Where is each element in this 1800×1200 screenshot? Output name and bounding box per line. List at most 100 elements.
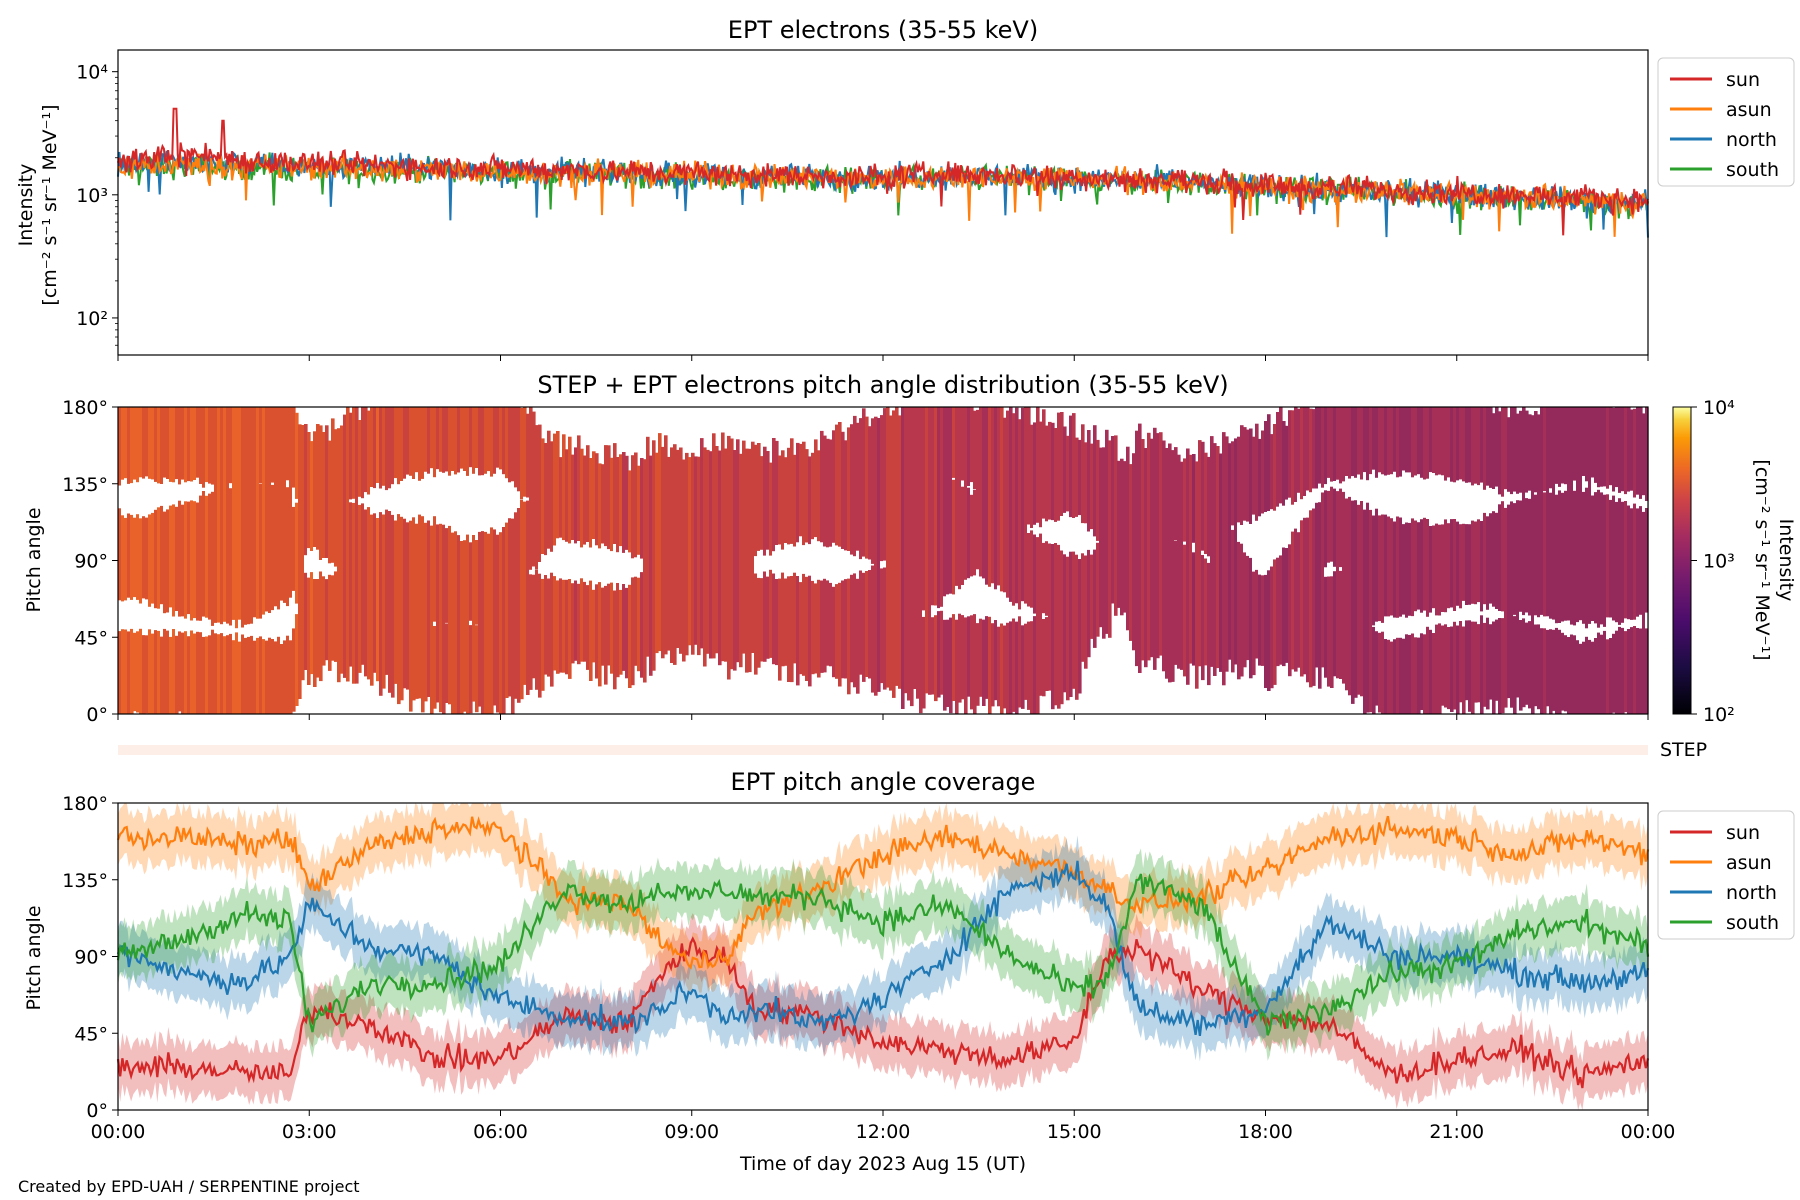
pad-column	[853, 415, 857, 688]
pad-gap	[1378, 472, 1382, 516]
pad-gap	[757, 550, 761, 578]
pad-column	[1330, 407, 1334, 688]
pad-column	[1594, 407, 1598, 714]
pad-gap	[1060, 516, 1064, 551]
pad-gap	[1441, 475, 1445, 525]
pad-column	[1228, 443, 1232, 660]
x-tick-label: 09:00	[664, 1121, 719, 1143]
pad-column	[988, 407, 992, 714]
pad-gap	[1207, 556, 1211, 563]
pad-gap	[1465, 482, 1469, 525]
pad-gap	[1519, 492, 1523, 501]
pad-gap	[1333, 481, 1337, 489]
pad-column	[901, 407, 905, 709]
y-tick-label: 10²	[76, 308, 108, 330]
pad-gap	[949, 593, 953, 618]
pad-gap	[124, 600, 128, 630]
pad-gap	[349, 499, 353, 503]
pad-gap	[157, 608, 161, 631]
pad-column	[1519, 410, 1523, 711]
pad-column	[1618, 407, 1622, 714]
pad-gap	[937, 608, 941, 612]
pad-gap	[1264, 512, 1268, 575]
pad-gap	[799, 536, 803, 583]
pad-gap	[499, 469, 503, 533]
pad-column	[643, 459, 647, 683]
pad-column	[379, 407, 383, 696]
pad-gap	[1183, 541, 1187, 545]
pad-gap	[1495, 486, 1499, 513]
pad-gap	[1321, 487, 1325, 493]
pad-gap	[1285, 499, 1289, 548]
pad-column	[1417, 407, 1421, 714]
pad-column	[895, 407, 899, 686]
pad-column	[187, 407, 191, 714]
pad-column	[1231, 441, 1235, 673]
pad-gap	[265, 611, 269, 641]
pad-column	[295, 412, 299, 706]
pad-gap	[466, 475, 470, 535]
pad-column	[1567, 407, 1571, 714]
pad-column	[1123, 461, 1127, 613]
pad-gap	[1465, 605, 1469, 621]
pad-column	[184, 407, 188, 714]
pad-gap	[1642, 495, 1646, 512]
pad-gap	[1366, 480, 1370, 503]
pad-gap	[1594, 623, 1598, 638]
pad-gap	[958, 589, 962, 614]
pad-column	[1291, 410, 1295, 670]
pad-gap	[472, 473, 476, 535]
pad-gap	[787, 544, 791, 577]
pad-gap	[940, 606, 944, 611]
pad-column	[955, 407, 959, 714]
pad-gap	[145, 599, 149, 636]
pad-column	[961, 407, 965, 700]
y-tick-label: 0°	[86, 1100, 108, 1122]
y-tick-label: 90°	[74, 947, 108, 969]
pad-gap	[1327, 477, 1331, 491]
pad-column	[1492, 413, 1496, 714]
pad-column	[1027, 407, 1031, 710]
pad-gap	[1609, 617, 1613, 638]
pad-gap	[1471, 485, 1475, 521]
pad-column	[712, 433, 716, 659]
pad-column	[964, 407, 968, 714]
pad-gap	[1033, 613, 1037, 617]
pad-gap	[1357, 474, 1361, 505]
pad-gap	[1282, 505, 1286, 548]
pad-gap	[1375, 621, 1379, 632]
pad-gap	[184, 482, 188, 502]
pad-column	[1342, 407, 1346, 684]
pad-gap	[388, 488, 392, 511]
pad-column	[1318, 407, 1322, 689]
pad-gap	[1435, 615, 1439, 625]
pad-gap	[250, 623, 254, 636]
pad-column	[664, 435, 668, 655]
pad-column	[502, 407, 506, 714]
pad-gap	[1450, 481, 1454, 520]
pad-gap	[970, 576, 974, 616]
pad-gap	[358, 496, 362, 505]
pad-column	[880, 415, 884, 684]
pad-column	[1564, 407, 1568, 712]
pad-gap	[1483, 489, 1487, 513]
pad-column	[367, 410, 371, 680]
pad-gap	[178, 616, 182, 632]
pad-gap	[328, 563, 332, 575]
pad-column	[667, 456, 671, 651]
pad-gap	[1072, 518, 1076, 552]
pad-column	[373, 407, 377, 673]
pad-gap	[403, 478, 407, 519]
pad-gap	[1372, 625, 1376, 627]
coverage-bands	[118, 803, 1648, 1110]
pad-gap	[1468, 604, 1472, 621]
pad-gap	[1279, 503, 1283, 556]
pad-gap	[157, 483, 161, 508]
pad-ylabel: Pitch angle	[23, 507, 45, 612]
pad-column	[1405, 407, 1409, 714]
pad-column	[493, 407, 497, 706]
pad-column	[1513, 407, 1517, 714]
pad-gap	[1432, 608, 1436, 633]
pad-gap	[400, 481, 404, 517]
pad-column	[1459, 407, 1463, 703]
